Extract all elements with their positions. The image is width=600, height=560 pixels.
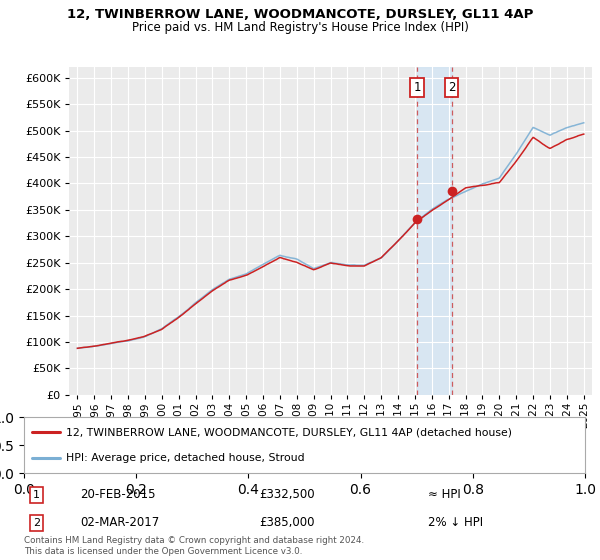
Text: Price paid vs. HM Land Registry's House Price Index (HPI): Price paid vs. HM Land Registry's House … <box>131 21 469 34</box>
Text: 02-MAR-2017: 02-MAR-2017 <box>80 516 160 529</box>
Text: 2: 2 <box>448 81 455 94</box>
Bar <box>417 67 452 395</box>
Text: 2: 2 <box>33 518 40 528</box>
Text: Contains HM Land Registry data © Crown copyright and database right 2024.
This d: Contains HM Land Registry data © Crown c… <box>24 536 364 556</box>
Text: HPI: Average price, detached house, Stroud: HPI: Average price, detached house, Stro… <box>66 453 305 463</box>
Text: £385,000: £385,000 <box>260 516 315 529</box>
Text: ≈ HPI: ≈ HPI <box>428 488 461 501</box>
Text: 12, TWINBERROW LANE, WOODMANCOTE, DURSLEY, GL11 4AP (detached house): 12, TWINBERROW LANE, WOODMANCOTE, DURSLE… <box>66 427 512 437</box>
Text: 12, TWINBERROW LANE, WOODMANCOTE, DURSLEY, GL11 4AP: 12, TWINBERROW LANE, WOODMANCOTE, DURSLE… <box>67 8 533 21</box>
Text: 1: 1 <box>33 490 40 500</box>
Text: 20-FEB-2015: 20-FEB-2015 <box>80 488 155 501</box>
Text: 1: 1 <box>413 81 421 94</box>
Text: £332,500: £332,500 <box>260 488 315 501</box>
Text: 2% ↓ HPI: 2% ↓ HPI <box>428 516 483 529</box>
